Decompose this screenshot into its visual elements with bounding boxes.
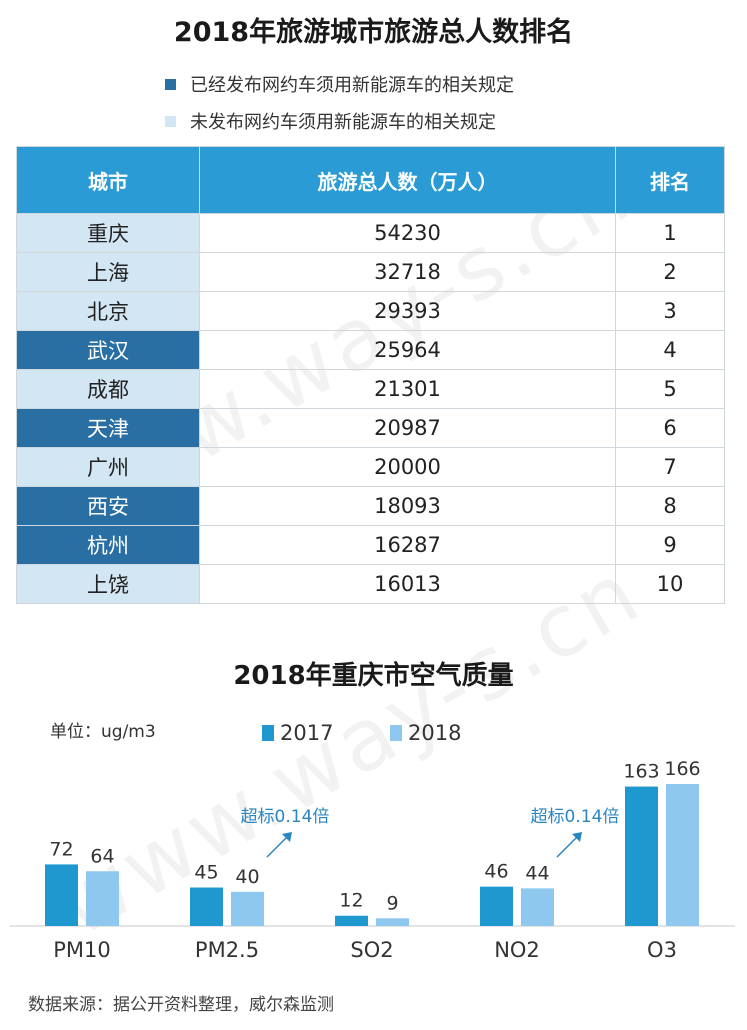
visitors-cell: 16287: [199, 525, 616, 565]
data-label: 46: [484, 861, 508, 883]
legend-swatch-not-published: [165, 116, 176, 127]
city-cell: 广州: [16, 447, 200, 487]
city-cell: 重庆: [16, 213, 200, 253]
table-row: 天津 20987 6: [16, 408, 725, 448]
legend-swatch-2018: [390, 725, 402, 741]
category-label: NO2: [494, 938, 540, 962]
legend-published: 已经发布网约车须用新能源车的相关规定: [165, 71, 514, 97]
visitors-cell: 29393: [199, 291, 616, 331]
data-label: 64: [90, 845, 114, 867]
legend-label: 未发布网约车须用新能源车的相关规定: [190, 112, 496, 133]
bar-2017-O3: [625, 786, 658, 926]
rank-cell: 2: [615, 252, 725, 292]
data-label: 166: [664, 758, 700, 780]
city-cell: 上饶: [16, 564, 200, 604]
data-label: 40: [235, 866, 259, 888]
data-label: 12: [339, 890, 363, 912]
category-label: PM2.5: [195, 938, 259, 962]
bar-2018-NO2: [521, 888, 554, 926]
table-row: 重庆 54230 1: [16, 213, 725, 253]
table-row: 北京 29393 3: [16, 291, 725, 331]
annotation-arrowhead: [572, 832, 582, 842]
column-header-visitors: 旅游总人数（万人）: [199, 146, 616, 214]
category-label: O3: [647, 938, 677, 962]
table-row: 广州 20000 7: [16, 447, 725, 487]
table-row: 西安 18093 8: [16, 486, 725, 526]
rank-cell: 8: [615, 486, 725, 526]
bar-2017-PM2.5: [190, 887, 223, 926]
chart-title: 2018年重庆市空气质量: [233, 661, 514, 691]
annotation-arrow: [266, 834, 290, 858]
category-label: PM10: [53, 938, 111, 962]
bar-2018-PM2.5: [231, 891, 264, 926]
air-quality-chart: 72 64 PM10 45 40 PM2.5 12 9 SO2 46 44 NO2 163 166 O3 超标…: [10, 758, 735, 962]
rank-cell: 3: [615, 291, 725, 331]
table-row: 杭州 16287 9: [16, 525, 725, 565]
city-cell: 杭州: [16, 525, 200, 565]
city-cell: 天津: [16, 408, 200, 448]
visitors-cell: 54230: [199, 213, 616, 253]
legend-swatch-published: [165, 79, 176, 90]
annotation-arrow: [556, 834, 580, 858]
rank-cell: 6: [615, 408, 725, 448]
legend-label: 2017: [280, 721, 334, 745]
column-header-city: 城市: [16, 146, 200, 214]
rank-cell: 5: [615, 369, 725, 409]
city-cell: 上海: [16, 252, 200, 292]
visitors-cell: 21301: [199, 369, 616, 409]
visitors-cell: 25964: [199, 330, 616, 370]
city-cell: 北京: [16, 291, 200, 331]
chart-legend-2017: 2017: [262, 721, 333, 745]
table-row: 成都 21301 5: [16, 369, 725, 409]
data-label: 9: [386, 892, 398, 914]
source-note: 数据来源：据公开资料整理，威尔森监测: [28, 995, 334, 1015]
bar-2018-SO2: [376, 918, 409, 926]
legend-label: 2018: [408, 721, 462, 745]
visitors-cell: 20000: [199, 447, 616, 487]
bar-2018-PM10: [86, 871, 119, 926]
annotation-arrowhead: [282, 832, 292, 842]
data-label: 44: [525, 862, 549, 884]
data-label: 72: [49, 838, 73, 860]
table-row: 上饶 16013 10: [16, 564, 725, 604]
visitors-cell: 18093: [199, 486, 616, 526]
city-cell: 西安: [16, 486, 200, 526]
page-title: 2018年旅游城市旅游总人数排名: [173, 17, 574, 48]
category-label: SO2: [350, 938, 393, 962]
legend-label: 已经发布网约车须用新能源车的相关规定: [190, 75, 514, 96]
table-row: 上海 32718 2: [16, 252, 725, 292]
bar-2018-O3: [666, 784, 699, 926]
bar-2017-NO2: [480, 886, 513, 926]
visitors-cell: 20987: [199, 408, 616, 448]
rank-cell: 7: [615, 447, 725, 487]
visitors-cell: 32718: [199, 252, 616, 292]
annotation-text: 超标0.14倍: [241, 807, 330, 827]
ranking-table: 城市 旅游总人数（万人） 排名 重庆 54230 1 上海 32718 2 北京 29393 3…: [16, 146, 725, 604]
rank-cell: 4: [615, 330, 725, 370]
city-cell: 武汉: [16, 330, 200, 370]
column-header-rank: 排名: [615, 146, 725, 214]
annotation-text: 超标0.14倍: [531, 807, 620, 827]
table-header-row: 城市 旅游总人数（万人） 排名: [16, 146, 725, 214]
bar-2017-PM10: [45, 864, 78, 926]
legend-not-published: 未发布网约车须用新能源车的相关规定: [165, 108, 496, 134]
rank-cell: 1: [615, 213, 725, 253]
unit-label: 单位：ug/m3: [50, 722, 156, 742]
legend-swatch-2017: [262, 725, 274, 741]
data-label: 45: [194, 862, 218, 884]
city-cell: 成都: [16, 369, 200, 409]
data-label: 163: [623, 761, 659, 783]
bar-2017-SO2: [335, 915, 368, 926]
table-row: 武汉 25964 4: [16, 330, 725, 370]
chart-legend-2018: 2018: [390, 721, 461, 745]
rank-cell: 9: [615, 525, 725, 565]
rank-cell: 10: [615, 564, 725, 604]
visitors-cell: 16013: [199, 564, 616, 604]
